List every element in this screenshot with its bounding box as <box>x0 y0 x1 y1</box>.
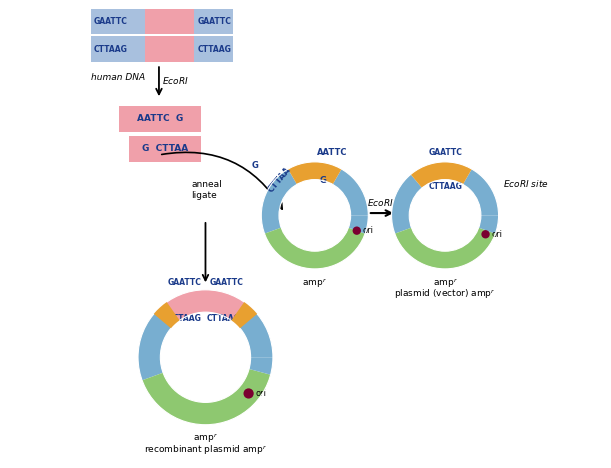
Text: AATTC: AATTC <box>317 148 348 157</box>
FancyBboxPatch shape <box>145 37 194 62</box>
Circle shape <box>243 388 254 399</box>
FancyBboxPatch shape <box>129 136 201 162</box>
Text: anneal
ligate: anneal ligate <box>191 180 222 199</box>
Wedge shape <box>411 162 472 188</box>
FancyBboxPatch shape <box>92 9 233 35</box>
Wedge shape <box>463 169 499 215</box>
Wedge shape <box>158 290 253 325</box>
Text: G: G <box>252 161 259 170</box>
Text: CTTAAG: CTTAAG <box>198 44 232 53</box>
Text: G: G <box>320 176 326 185</box>
Text: GAATTC: GAATTC <box>198 17 232 26</box>
Text: AATTC  G: AATTC G <box>137 114 183 123</box>
Text: CTTAAG: CTTAAG <box>428 182 462 191</box>
Text: human DNA: human DNA <box>92 73 145 82</box>
Text: CTTAAG: CTTAAG <box>94 44 128 53</box>
Text: ori: ori <box>255 389 266 398</box>
FancyBboxPatch shape <box>119 106 201 132</box>
Text: ori: ori <box>363 226 374 235</box>
Text: G  CTTAA: G CTTAA <box>142 144 188 154</box>
Text: $Eco$RI site: $Eco$RI site <box>503 178 549 189</box>
Wedge shape <box>392 175 422 234</box>
Wedge shape <box>249 357 273 375</box>
Text: amp$^r$: amp$^r$ <box>193 431 218 446</box>
Text: amp$^r$: amp$^r$ <box>302 276 327 290</box>
Text: CTTAAG: CTTAAG <box>207 314 240 322</box>
FancyBboxPatch shape <box>145 9 194 35</box>
Wedge shape <box>232 302 257 328</box>
Wedge shape <box>479 215 499 234</box>
Text: CTTAA: CTTAA <box>266 165 293 194</box>
Text: GAATTC: GAATTC <box>167 278 202 286</box>
Text: plasmid (vector) amp$^r$: plasmid (vector) amp$^r$ <box>394 287 496 301</box>
Circle shape <box>481 230 490 239</box>
Text: $Eco$RI: $Eco$RI <box>162 75 189 86</box>
Circle shape <box>353 227 361 235</box>
Text: recombinant plasmid amp$^r$: recombinant plasmid amp$^r$ <box>144 443 267 457</box>
Text: CTTAAG: CTTAAG <box>167 314 202 322</box>
Wedge shape <box>262 169 297 234</box>
Text: GAATTC: GAATTC <box>428 148 462 157</box>
Text: GAATTC: GAATTC <box>210 278 243 286</box>
Wedge shape <box>142 369 271 425</box>
FancyBboxPatch shape <box>92 37 233 62</box>
Text: GAATTC: GAATTC <box>94 17 128 26</box>
Wedge shape <box>288 162 342 184</box>
Text: amp$^r$: amp$^r$ <box>433 276 458 290</box>
Text: ori: ori <box>492 230 503 239</box>
Wedge shape <box>238 310 273 357</box>
Wedge shape <box>348 215 368 234</box>
Wedge shape <box>138 310 174 380</box>
Wedge shape <box>333 169 368 215</box>
Wedge shape <box>265 227 365 269</box>
Wedge shape <box>395 227 496 269</box>
Text: $Eco$RI: $Eco$RI <box>367 197 394 208</box>
Wedge shape <box>154 302 180 328</box>
